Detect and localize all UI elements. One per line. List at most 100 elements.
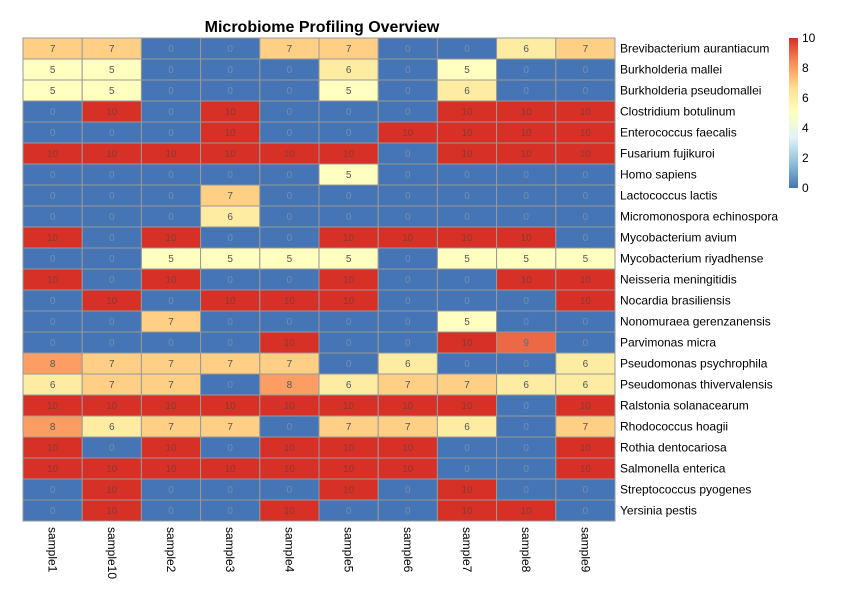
cell-value-label: 0 [583, 170, 589, 181]
cell-value-label: 0 [287, 191, 293, 202]
cell-value-label: 5 [109, 65, 115, 76]
cell-value-label: 0 [227, 380, 233, 391]
row-label: Brevibacterium aurantiacum [620, 42, 769, 56]
cell-value-label: 10 [225, 401, 237, 412]
cell-value-label: 0 [346, 359, 352, 370]
cell-value-label: 8 [50, 359, 56, 370]
cell-value-label: 0 [50, 128, 56, 139]
cell-value-label: 6 [227, 212, 233, 223]
cell-value-label: 7 [464, 380, 470, 391]
cell-value-label: 10 [580, 296, 592, 307]
cell-value-label: 10 [343, 464, 355, 475]
cell-value-label: 10 [461, 338, 473, 349]
cell-value-label: 7 [227, 359, 233, 370]
cell-value-label: 0 [109, 170, 115, 181]
row-label: Enterococcus faecalis [620, 126, 737, 140]
legend-tick-label: 0 [802, 181, 809, 195]
cell-value-label: 0 [464, 170, 470, 181]
row-label: Clostridium botulinum [620, 105, 735, 119]
cell-value-label: 10 [225, 107, 237, 118]
column-label: sample5 [342, 527, 356, 573]
cell-value-label: 0 [583, 65, 589, 76]
row-label: Nonomuraea gerenzanensis [620, 315, 771, 329]
cell-value-label: 0 [405, 485, 411, 496]
cell-value-label: 0 [405, 44, 411, 55]
chart-title: Microbiome Profiling Overview [205, 19, 440, 36]
cell-value-label: 10 [284, 296, 296, 307]
cell-value-label: 0 [405, 212, 411, 223]
cell-value-label: 5 [50, 65, 56, 76]
cell-value-label: 10 [580, 149, 592, 160]
cell-value-label: 0 [583, 86, 589, 97]
cell-value-label: 8 [50, 422, 56, 433]
cell-value-label: 0 [405, 338, 411, 349]
row-label: Salmonella enterica [620, 462, 726, 476]
cell-value-label: 0 [109, 443, 115, 454]
cell-value-label: 0 [168, 65, 174, 76]
cell-value-label: 10 [461, 485, 473, 496]
cell-value-label: 10 [343, 233, 355, 244]
cell-value-label: 0 [523, 191, 529, 202]
cell-value-label: 0 [50, 170, 56, 181]
cell-value-label: 7 [405, 380, 411, 391]
cell-value-label: 10 [106, 107, 118, 118]
cell-value-label: 7 [50, 44, 56, 55]
cell-value-label: 0 [523, 296, 529, 307]
cell-value-label: 0 [583, 233, 589, 244]
cell-value-label: 10 [580, 401, 592, 412]
cell-value-label: 10 [343, 149, 355, 160]
cell-value-label: 10 [402, 401, 414, 412]
cell-value-label: 5 [346, 170, 352, 181]
cell-value-label: 0 [405, 275, 411, 286]
cell-value-label: 0 [50, 296, 56, 307]
cell-value-label: 0 [583, 338, 589, 349]
cell-value-label: 10 [284, 464, 296, 475]
cell-value-label: 5 [227, 254, 233, 265]
cell-value-label: 0 [227, 86, 233, 97]
cell-value-label: 10 [461, 107, 473, 118]
cell-value-label: 7 [168, 359, 174, 370]
cell-value-label: 10 [225, 464, 237, 475]
cell-value-label: 0 [50, 212, 56, 223]
cell-value-label: 0 [109, 275, 115, 286]
cell-value-label: 0 [109, 128, 115, 139]
cell-value-label: 10 [343, 275, 355, 286]
row-label: Mycobacterium avium [620, 231, 737, 245]
cell-value-label: 0 [464, 212, 470, 223]
row-label: Mycobacterium riyadhense [620, 252, 764, 266]
cell-value-label: 0 [287, 485, 293, 496]
cell-value-label: 5 [346, 86, 352, 97]
cell-value-label: 0 [523, 317, 529, 328]
cell-value-label: 0 [287, 128, 293, 139]
cell-value-label: 10 [461, 149, 473, 160]
column-label: sample7 [460, 527, 474, 573]
cell-value-label: 7 [168, 422, 174, 433]
cell-value-label: 10 [402, 464, 414, 475]
cell-value-label: 0 [346, 191, 352, 202]
cell-value-label: 10 [47, 464, 59, 475]
cell-value-label: 0 [109, 317, 115, 328]
cell-value-label: 0 [287, 233, 293, 244]
cell-value-label: 10 [580, 464, 592, 475]
cell-value-label: 10 [165, 149, 177, 160]
row-label: Burkholderia mallei [620, 63, 722, 77]
cell-value-label: 10 [106, 401, 118, 412]
cell-value-label: 10 [402, 233, 414, 244]
cell-value-label: 0 [168, 107, 174, 118]
cell-value-label: 6 [346, 380, 352, 391]
cell-value-label: 0 [346, 338, 352, 349]
cell-value-label: 0 [583, 317, 589, 328]
cell-value-label: 8 [287, 380, 293, 391]
cell-value-label: 0 [523, 65, 529, 76]
cell-value-label: 10 [225, 149, 237, 160]
cell-value-label: 5 [464, 317, 470, 328]
row-label: Neisseria meningitidis [620, 273, 737, 287]
row-label: Fusarium fujikuroi [620, 147, 715, 161]
cell-value-label: 0 [168, 128, 174, 139]
cell-value-label: 7 [346, 422, 352, 433]
cell-value-label: 0 [227, 170, 233, 181]
heatmap-cell [555, 499, 616, 522]
cell-value-label: 10 [284, 338, 296, 349]
cell-value-label: 10 [225, 128, 237, 139]
column-label: sample2 [164, 527, 178, 573]
